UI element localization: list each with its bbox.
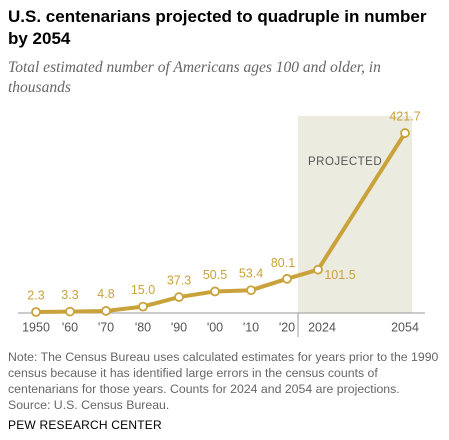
value-label: 15.0 bbox=[131, 283, 155, 297]
value-label: 4.8 bbox=[97, 287, 114, 301]
value-label: 37.3 bbox=[167, 273, 191, 287]
x-tick-label: '20 bbox=[279, 320, 295, 334]
x-tick-label: '80 bbox=[135, 320, 151, 334]
x-tick-label: 2054 bbox=[391, 320, 419, 334]
data-point bbox=[138, 301, 148, 312]
x-tick-label: 1950 bbox=[22, 320, 50, 334]
x-tick-label: 2024 bbox=[308, 320, 336, 334]
x-tick-label: '70 bbox=[98, 320, 114, 334]
value-label: 101.5 bbox=[324, 268, 355, 282]
chart-subtitle: Total estimated number of Americans ages… bbox=[8, 59, 381, 96]
value-label: 50.5 bbox=[203, 268, 227, 282]
data-point bbox=[31, 307, 41, 317]
x-tick-label: '10 bbox=[243, 320, 259, 334]
annotation: PROJECTED bbox=[308, 156, 382, 168]
data-point bbox=[174, 292, 184, 302]
value-label: 80.1 bbox=[271, 256, 295, 270]
source: Source: U.S. Census Bureau. bbox=[8, 398, 170, 412]
brand: PEW RESEARCH CENTER bbox=[8, 418, 162, 432]
data-point bbox=[282, 273, 292, 284]
value-label: 421.7 bbox=[389, 109, 420, 123]
data-point bbox=[313, 264, 323, 275]
value-label: 53.4 bbox=[239, 267, 263, 281]
data-line bbox=[35, 132, 407, 315]
chart-title: U.S. centenarians projected to quadruple… bbox=[8, 7, 427, 48]
data-point bbox=[400, 128, 410, 138]
x-tick-label: '60 bbox=[62, 320, 78, 334]
x-tick-label: '00 bbox=[207, 320, 223, 334]
data-point bbox=[65, 306, 75, 317]
data-point bbox=[101, 306, 111, 316]
note: Note: The Census Bureau uses calculated … bbox=[8, 350, 439, 396]
value-label: 3.3 bbox=[61, 288, 78, 302]
data-point bbox=[246, 285, 256, 296]
value-label: 2.3 bbox=[27, 288, 44, 302]
x-tick-label: '90 bbox=[171, 320, 187, 334]
data-point bbox=[210, 286, 220, 297]
